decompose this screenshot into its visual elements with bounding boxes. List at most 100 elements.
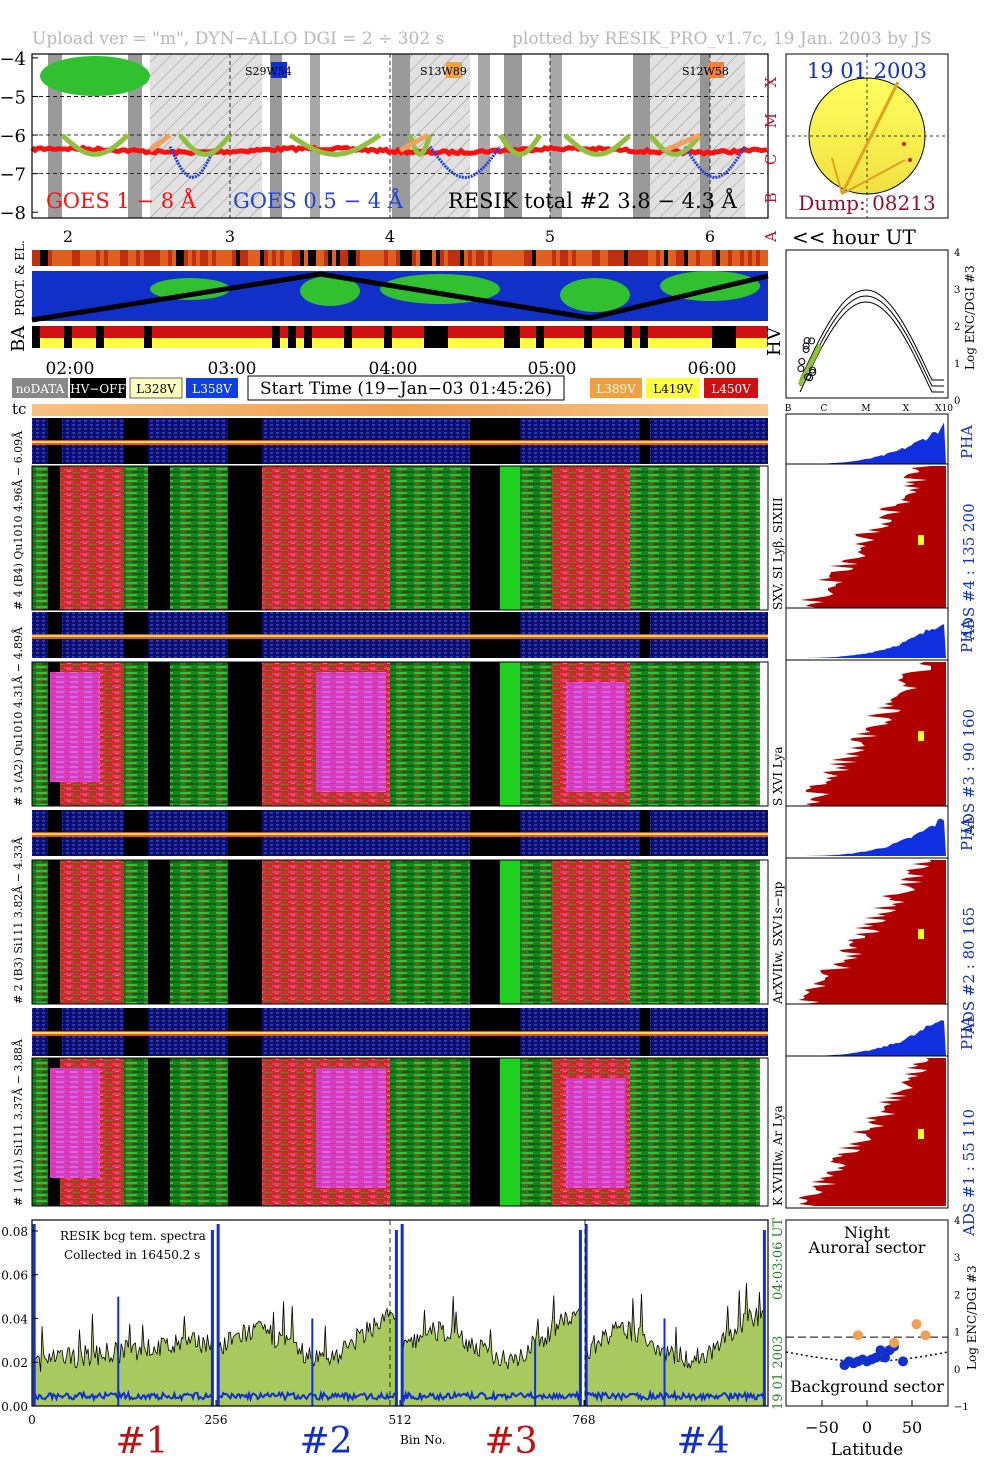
ba-cell — [560, 326, 568, 338]
ba-cell — [488, 338, 496, 348]
ba-cell — [64, 326, 72, 338]
particle-cell — [164, 250, 168, 266]
ba-cell — [240, 338, 248, 348]
enc-point — [808, 337, 816, 345]
particle-cell — [640, 250, 644, 266]
spec-segment — [410, 662, 470, 806]
particle-cell — [416, 250, 420, 266]
particle-cell — [224, 250, 228, 266]
particle-cell — [128, 250, 132, 266]
ba-cell — [640, 326, 648, 338]
enc-ytick: 1 — [954, 359, 960, 370]
particle-cell — [192, 250, 196, 266]
ba-cell — [432, 326, 440, 338]
pha-fill — [788, 422, 946, 464]
ba-cell — [216, 338, 224, 348]
spec-segment — [660, 860, 760, 1004]
spec-segment — [60, 466, 124, 610]
particle-cell — [276, 250, 280, 266]
ba-cell — [240, 326, 248, 338]
ads-lines: S XVI Lya — [771, 747, 785, 807]
particle-strip — [32, 250, 768, 266]
nodata-label: noDATA — [16, 382, 65, 396]
hvoff-label: HV−OFF — [70, 382, 126, 396]
particle-cell — [564, 250, 568, 266]
particle-cell — [136, 250, 140, 266]
particle-cell — [668, 250, 672, 266]
ads-histogram: S XVI Lya ADS #3 : 90 160 — [771, 659, 978, 837]
spec-segment — [410, 1058, 470, 1206]
particle-cell — [532, 250, 536, 266]
ba-cell — [520, 326, 528, 338]
particle-cell — [140, 250, 144, 266]
background-point — [871, 1352, 881, 1363]
particle-cell — [168, 250, 172, 266]
particle-cell — [172, 250, 176, 266]
ads-lines: K XVIIIw, Ar Lya — [771, 1105, 785, 1206]
ba-cell — [296, 338, 304, 348]
goes-short-curve — [168, 145, 216, 179]
latitude-ytick: 2 — [954, 1290, 960, 1301]
particle-cell — [404, 250, 408, 266]
ads-fill — [797, 1058, 946, 1206]
spec-segment — [630, 860, 660, 1004]
particle-cell — [516, 250, 520, 266]
ba-cell — [392, 338, 400, 348]
particle-cell — [56, 250, 60, 266]
goes-short-label: GOES 0.5 − 4 Å — [233, 188, 404, 213]
particle-cell — [472, 250, 476, 266]
ba-cell — [64, 338, 72, 348]
spec-segment — [148, 466, 170, 610]
ba-cell — [504, 338, 512, 348]
ba-cell — [600, 326, 608, 338]
ba-cell — [672, 326, 680, 338]
resik-curve — [178, 133, 232, 157]
ads-marker — [918, 731, 924, 742]
particle-cell — [76, 250, 80, 266]
hv-label: HV — [764, 326, 785, 356]
enc-xlabel: X10 — [935, 404, 953, 414]
enc-curve — [799, 301, 944, 393]
spec-segment — [390, 662, 410, 806]
ba-cell — [184, 326, 192, 338]
shade-band — [128, 54, 142, 218]
l389v-label: L389V — [596, 382, 636, 396]
particle-cell — [492, 250, 496, 266]
ba-cell — [744, 338, 752, 348]
spec-hot — [316, 672, 386, 792]
pha-fill — [788, 624, 946, 658]
particle-cell — [184, 250, 188, 266]
particle-cell — [236, 250, 240, 266]
particle-cell — [680, 250, 684, 266]
ba-cell — [56, 338, 64, 348]
particle-cell — [84, 250, 88, 266]
particle-cell — [448, 250, 452, 266]
ba-cell — [312, 326, 320, 338]
spec-segment — [262, 662, 300, 806]
enc-ytick: 2 — [954, 322, 960, 333]
spec-segment — [60, 860, 124, 1004]
shade-band — [392, 54, 410, 218]
spectrum-blue — [585, 1389, 765, 1404]
night-label: Night — [844, 1223, 891, 1242]
particle-cell — [456, 250, 460, 266]
nodata-box — [12, 378, 68, 398]
ba-cell — [656, 326, 664, 338]
particle-cell — [440, 250, 444, 266]
particle-cell — [152, 250, 156, 266]
particle-cell — [652, 250, 656, 266]
particle-cell — [380, 250, 384, 266]
ads-label: ADS #1 : 55 110 — [960, 1109, 978, 1237]
ba-cell — [248, 326, 256, 338]
ba-cell — [384, 338, 392, 348]
spectrum-ytick: 0.00 — [1, 1400, 28, 1414]
ba-cell — [432, 338, 440, 348]
hour-ut-label: << hour UT — [792, 225, 916, 249]
start-time-label: Start Time (19−Jan−03 01:45:26) — [260, 379, 552, 399]
ba-strip — [32, 326, 768, 348]
particle-cell — [296, 250, 300, 266]
spec-segment — [410, 466, 470, 610]
ba-cell — [528, 326, 536, 338]
pha-label: PHA — [958, 425, 976, 459]
ba-cell — [232, 326, 240, 338]
